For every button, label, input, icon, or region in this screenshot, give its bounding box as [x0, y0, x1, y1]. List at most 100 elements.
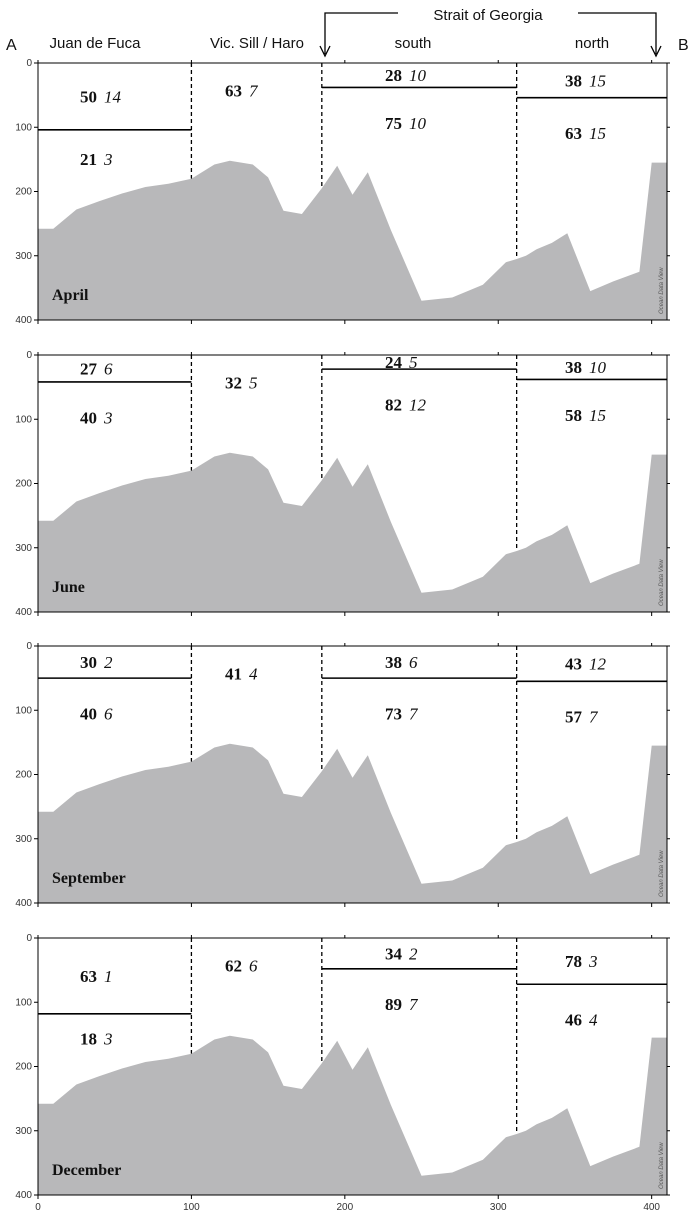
layer-value-label: 50 14 — [80, 87, 122, 106]
layer-value-label: 82 12 — [385, 396, 427, 415]
month-label: June — [52, 579, 85, 596]
sd-value: 3 — [103, 150, 113, 169]
mean-value: 18 — [80, 1030, 97, 1049]
mean-value: 63 — [565, 124, 582, 143]
layer-value-label: 62 6 — [225, 957, 258, 976]
y-tick-label: 0 — [26, 641, 32, 652]
sd-value: 10 — [409, 114, 427, 133]
sd-value: 4 — [249, 665, 258, 684]
corner-label-a: A — [6, 37, 17, 54]
sd-value: 7 — [589, 708, 599, 727]
mean-value: 57 — [565, 708, 583, 727]
x-tick-label: 400 — [643, 1202, 660, 1210]
mean-value: 46 — [565, 1011, 582, 1030]
y-tick-label: 100 — [15, 997, 32, 1008]
sd-value: 4 — [589, 1011, 598, 1030]
layer-value-label: 63 1 — [80, 967, 113, 986]
layer-value-label: 78 3 — [565, 952, 598, 971]
layer-value-label: 73 7 — [385, 705, 419, 724]
month-label: September — [52, 870, 126, 887]
figure-header: A B Juan de Fuca Vic. Sill / Haro south … — [6, 7, 689, 58]
layer-value-label: 75 10 — [385, 114, 427, 133]
mean-value: 30 — [80, 653, 97, 672]
y-tick-label: 300 — [15, 251, 32, 262]
layer-value-label: 57 7 — [565, 708, 599, 727]
layer-value-label: 18 3 — [80, 1030, 113, 1049]
sd-value: 7 — [249, 82, 259, 101]
layer-value-label: 24 5 — [385, 353, 418, 372]
y-tick-label: 200 — [15, 479, 32, 490]
layer-value-label: 40 3 — [80, 408, 113, 427]
month-label: December — [52, 1162, 121, 1179]
sd-value: 15 — [589, 124, 606, 143]
layer-value-label: 32 5 — [225, 374, 258, 393]
layer-value-label: 38 6 — [385, 653, 418, 672]
y-tick-label: 0 — [26, 58, 32, 69]
bracket-right-line — [578, 12, 657, 54]
sd-value: 6 — [249, 957, 258, 976]
sd-value: 15 — [589, 71, 606, 90]
mean-value: 27 — [80, 360, 98, 379]
sd-value: 7 — [409, 705, 419, 724]
month-label: April — [52, 287, 89, 304]
sd-value: 7 — [409, 995, 419, 1014]
panel-september: 0 100 200 300 400 30 2 40 6 41 4 38 6 73 7 43 12 57 7 Septe… — [15, 641, 670, 909]
sd-value: 12 — [589, 655, 607, 674]
layer-value-label: 46 4 — [565, 1011, 598, 1030]
mean-value: 73 — [385, 705, 402, 724]
mean-value: 50 — [80, 87, 97, 106]
layer-value-label: 89 7 — [385, 995, 419, 1014]
y-tick-label: 400 — [15, 315, 32, 326]
mean-value: 38 — [385, 653, 402, 672]
mean-value: 82 — [385, 396, 402, 415]
bathymetry-area — [38, 160, 667, 320]
mean-value: 43 — [565, 655, 582, 674]
layer-value-label: 40 6 — [80, 705, 113, 724]
sd-value: 3 — [588, 952, 598, 971]
layer-value-label: 43 12 — [565, 655, 607, 674]
region-label-north: north — [575, 35, 609, 52]
sd-value: 3 — [103, 408, 113, 427]
mean-value: 24 — [385, 353, 403, 372]
sd-value: 14 — [104, 87, 122, 106]
sd-value: 12 — [409, 396, 427, 415]
layer-value-label: 63 15 — [565, 124, 606, 143]
panel-april: 0 100 200 300 400 50 14 21 3 63 7 28 10 75 10 38 15 63 15 A… — [15, 58, 670, 326]
strait-of-georgia-label: Strait of Georgia — [433, 7, 543, 24]
sd-value: 5 — [409, 353, 418, 372]
y-tick-label: 100 — [15, 705, 32, 716]
x-tick-label: 200 — [336, 1202, 353, 1210]
mean-value: 62 — [225, 957, 242, 976]
layer-value-label: 30 2 — [80, 653, 113, 672]
mean-value: 21 — [80, 150, 97, 169]
corner-label-b: B — [678, 37, 689, 54]
ocean-data-view-watermark: Ocean Data View — [659, 1142, 665, 1189]
strait-of-georgia-bracket — [319, 12, 662, 58]
mean-value: 89 — [385, 995, 402, 1014]
layer-value-label: 63 7 — [225, 82, 259, 101]
sd-value: 6 — [104, 705, 113, 724]
mean-value: 75 — [385, 114, 402, 133]
mean-value: 40 — [80, 408, 97, 427]
y-tick-label: 400 — [15, 898, 32, 909]
layer-value-label: 28 10 — [385, 66, 427, 85]
bathymetry-area — [38, 1035, 667, 1195]
sd-value: 1 — [104, 967, 113, 986]
ocean-data-view-watermark: Ocean Data View — [659, 850, 665, 897]
y-tick-label: 200 — [15, 187, 32, 198]
mean-value: 58 — [565, 406, 582, 425]
y-tick-label: 100 — [15, 122, 32, 133]
mean-value: 40 — [80, 705, 97, 724]
sd-value: 10 — [409, 66, 427, 85]
sd-value: 5 — [249, 374, 258, 393]
region-label-south: south — [395, 35, 432, 52]
y-tick-label: 0 — [26, 350, 32, 361]
bracket-right-arrowhead — [650, 45, 662, 58]
x-tick-label: 0 — [35, 1202, 41, 1210]
ocean-data-view-watermark: Ocean Data View — [659, 267, 665, 314]
mean-value: 38 — [565, 71, 582, 90]
bracket-left-line — [324, 12, 398, 54]
x-tick-label: 300 — [490, 1202, 507, 1210]
